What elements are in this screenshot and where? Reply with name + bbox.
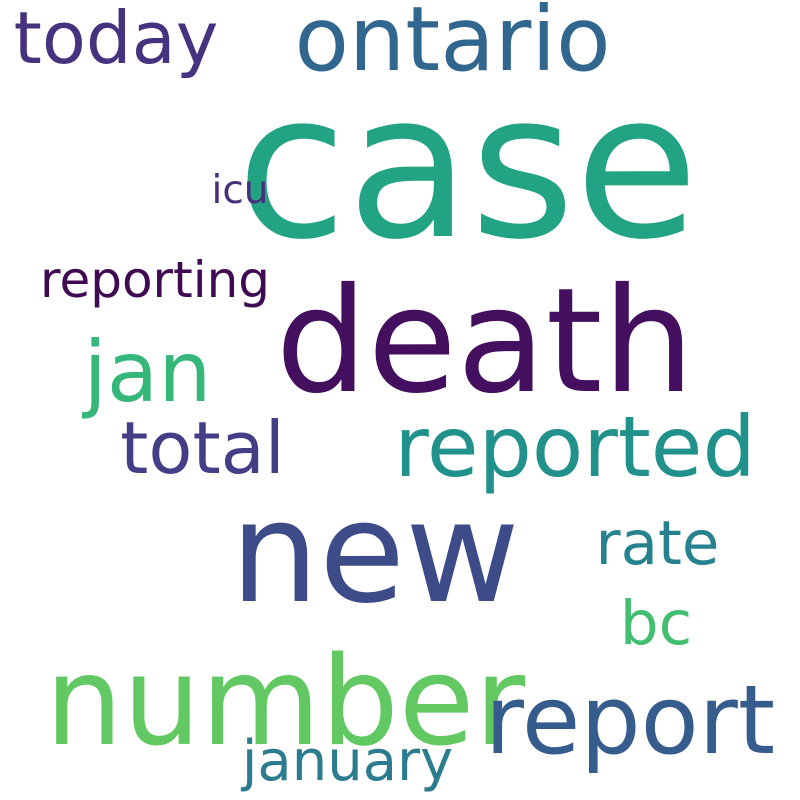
word-jan: jan xyxy=(83,323,212,422)
word-total: total xyxy=(120,406,285,491)
word-ontario: ontario xyxy=(294,0,611,92)
word-reporting: reporting xyxy=(39,250,271,309)
word-case: case xyxy=(236,50,699,285)
word-icu: icu xyxy=(211,167,269,213)
word-bc: bc xyxy=(619,588,693,660)
word-report: report xyxy=(484,666,776,777)
word-new: new xyxy=(230,472,520,636)
word-january: january xyxy=(241,728,454,794)
word-number: number xyxy=(44,631,526,775)
word-reported: reported xyxy=(394,398,756,497)
word-rate: rate xyxy=(595,508,720,580)
word-today: today xyxy=(13,0,219,81)
word-death: death xyxy=(275,256,695,426)
